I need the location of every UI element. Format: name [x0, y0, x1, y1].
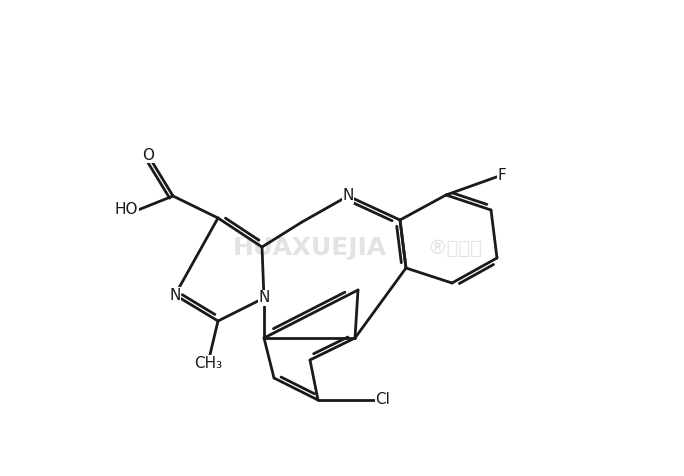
Text: N: N — [342, 188, 354, 204]
Text: Cl: Cl — [376, 393, 391, 407]
Text: ®化学加: ®化学加 — [428, 238, 482, 258]
Text: F: F — [498, 168, 506, 182]
Text: HUAXUEJIA: HUAXUEJIA — [233, 236, 387, 260]
Text: HO: HO — [114, 202, 138, 218]
Text: N: N — [259, 290, 269, 306]
Text: CH₃: CH₃ — [194, 356, 222, 370]
Text: N: N — [170, 288, 181, 303]
Text: O: O — [142, 148, 154, 162]
